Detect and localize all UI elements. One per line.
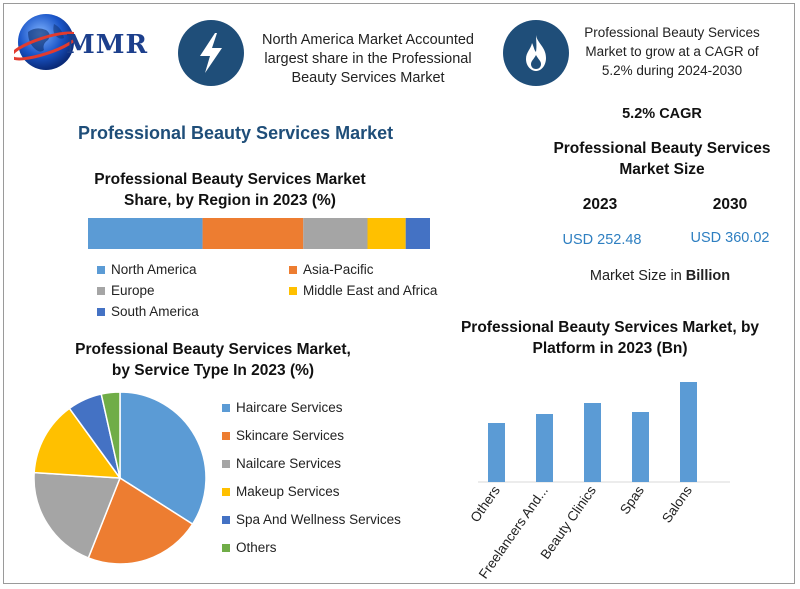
region-segment-europe — [303, 218, 368, 249]
region-segment-north-america — [88, 218, 203, 249]
region-stacked-bar — [88, 218, 430, 249]
year-2023-label: 2023 — [582, 196, 618, 213]
platform-bar-beauty-clinics — [584, 403, 601, 482]
legend-item-others: Others — [222, 540, 277, 555]
x-tick-label: Others — [467, 483, 503, 525]
legend-item-makeup: Makeup Services — [222, 484, 340, 499]
chart-title-line: Professional Beauty Services Market — [94, 171, 366, 188]
legend-label: Europe — [111, 283, 155, 298]
region-legend: North America Asia-Pacific Europe Middle… — [97, 262, 467, 326]
chart-title-line: Platform in 2023 (Bn) — [532, 340, 688, 357]
region-segment-asia-pacific — [202, 218, 304, 249]
region-segment-south-america — [405, 218, 430, 249]
legend-label: Makeup Services — [236, 484, 340, 499]
legend-item-haircare: Haircare Services — [222, 400, 343, 415]
legend-label: Middle East and Africa — [303, 283, 438, 298]
region-segment-middle-east-and-africa — [367, 218, 406, 249]
chart-title-line: by Service Type In 2023 (%) — [111, 362, 315, 379]
legend-swatch — [289, 265, 297, 274]
platform-bar-others — [488, 423, 505, 482]
legend-swatch — [222, 459, 230, 468]
logo-text: MMR — [66, 30, 149, 60]
legend-item-skincare: Skincare Services — [222, 428, 344, 443]
legend-item-south-america: South America — [97, 304, 199, 319]
legend-item-europe: Europe — [97, 283, 155, 298]
legend-swatch — [97, 286, 105, 295]
market-size-title-line: Professional Beauty Services — [553, 140, 771, 157]
legend-swatch — [222, 403, 230, 412]
platform-bar-spas — [632, 412, 649, 482]
legend-item-asia-pacific: Asia-Pacific — [289, 262, 374, 277]
legend-label: Asia-Pacific — [303, 262, 374, 277]
market-size-title: Professional Beauty Services Market Size — [540, 138, 784, 180]
pie-slice-others — [100, 391, 121, 479]
legend-label: South America — [111, 304, 199, 319]
flame-icon — [503, 20, 569, 86]
unit-bold: Billion — [685, 268, 731, 284]
region-chart-title: Professional Beauty Services Market Shar… — [80, 169, 380, 211]
legend-label: Haircare Services — [236, 400, 343, 415]
value-2023: USD 252.48 — [562, 232, 642, 248]
globe-icon — [10, 14, 78, 70]
legend-swatch — [97, 307, 105, 316]
mmr-logo: MMR — [10, 10, 164, 74]
legend-swatch — [97, 265, 105, 274]
x-tick-label: Salons — [659, 483, 695, 526]
legend-label: Skincare Services — [236, 428, 345, 443]
service-chart-title: Professional Beauty Services Market, by … — [58, 339, 368, 381]
callout-line: Market to grow at a CAGR of — [585, 44, 759, 59]
legend-swatch — [289, 286, 297, 295]
pie-slice-skincare-services — [87, 476, 194, 565]
cagr-label: 5.2% CAGR — [622, 106, 702, 122]
legend-item-middle-east-africa: Middle East and Africa — [289, 283, 437, 298]
page-frame — [3, 3, 795, 584]
pie-slice-nailcare-services — [33, 471, 122, 559]
platform-chart-title: Professional Beauty Services Market, by … — [440, 317, 780, 359]
platform-bar-salons — [680, 382, 697, 482]
legend-swatch — [222, 543, 230, 552]
service-pie-chart — [33, 391, 207, 565]
legend-swatch — [222, 487, 230, 496]
legend-item-spa-wellness: Spa And Wellness Services — [222, 512, 401, 527]
value-2030: USD 360.02 — [690, 230, 770, 246]
service-legend: Haircare Services Skincare Services Nail… — [222, 400, 422, 560]
year-2030-label: 2030 — [712, 196, 748, 213]
platform-bar-freelancers-and- — [536, 414, 553, 482]
legend-label: Spa And Wellness Services — [236, 512, 401, 527]
x-tick-label: Spas — [617, 483, 647, 517]
lightning-icon — [178, 20, 244, 86]
legend-item-nailcare: Nailcare Services — [222, 456, 341, 471]
chart-title-line: Professional Beauty Services Market, — [75, 341, 351, 358]
legend-swatch — [222, 515, 230, 524]
legend-swatch — [222, 431, 230, 440]
legend-label: North America — [111, 262, 197, 277]
market-size-title-line: Market Size — [619, 161, 705, 178]
callout-line: Professional Beauty Services — [584, 25, 760, 40]
legend-label: Others — [236, 540, 277, 555]
cagr-callout: Professional Beauty Services Market to g… — [572, 23, 772, 80]
callout-line: 5.2% during 2024-2030 — [601, 63, 743, 78]
unit-prefix: Market Size in — [589, 268, 682, 284]
page-title: Professional Beauty Services Market — [78, 123, 394, 143]
chart-title-line: Share, by Region in 2023 (%) — [124, 192, 336, 209]
callout-line: Beauty Services Market — [291, 70, 445, 86]
north-america-callout: North America Market Accounted largest s… — [246, 31, 490, 88]
callout-line: largest share in the Professional — [264, 51, 472, 67]
legend-label: Nailcare Services — [236, 456, 342, 471]
market-size-unit: Market Size in Billion — [560, 268, 760, 284]
callout-line: North America Market Accounted — [262, 32, 474, 48]
legend-item-north-america: North America — [97, 262, 197, 277]
pie-slice-makeup-services — [33, 407, 122, 479]
chart-title-line: Professional Beauty Services Market, by — [460, 319, 760, 336]
